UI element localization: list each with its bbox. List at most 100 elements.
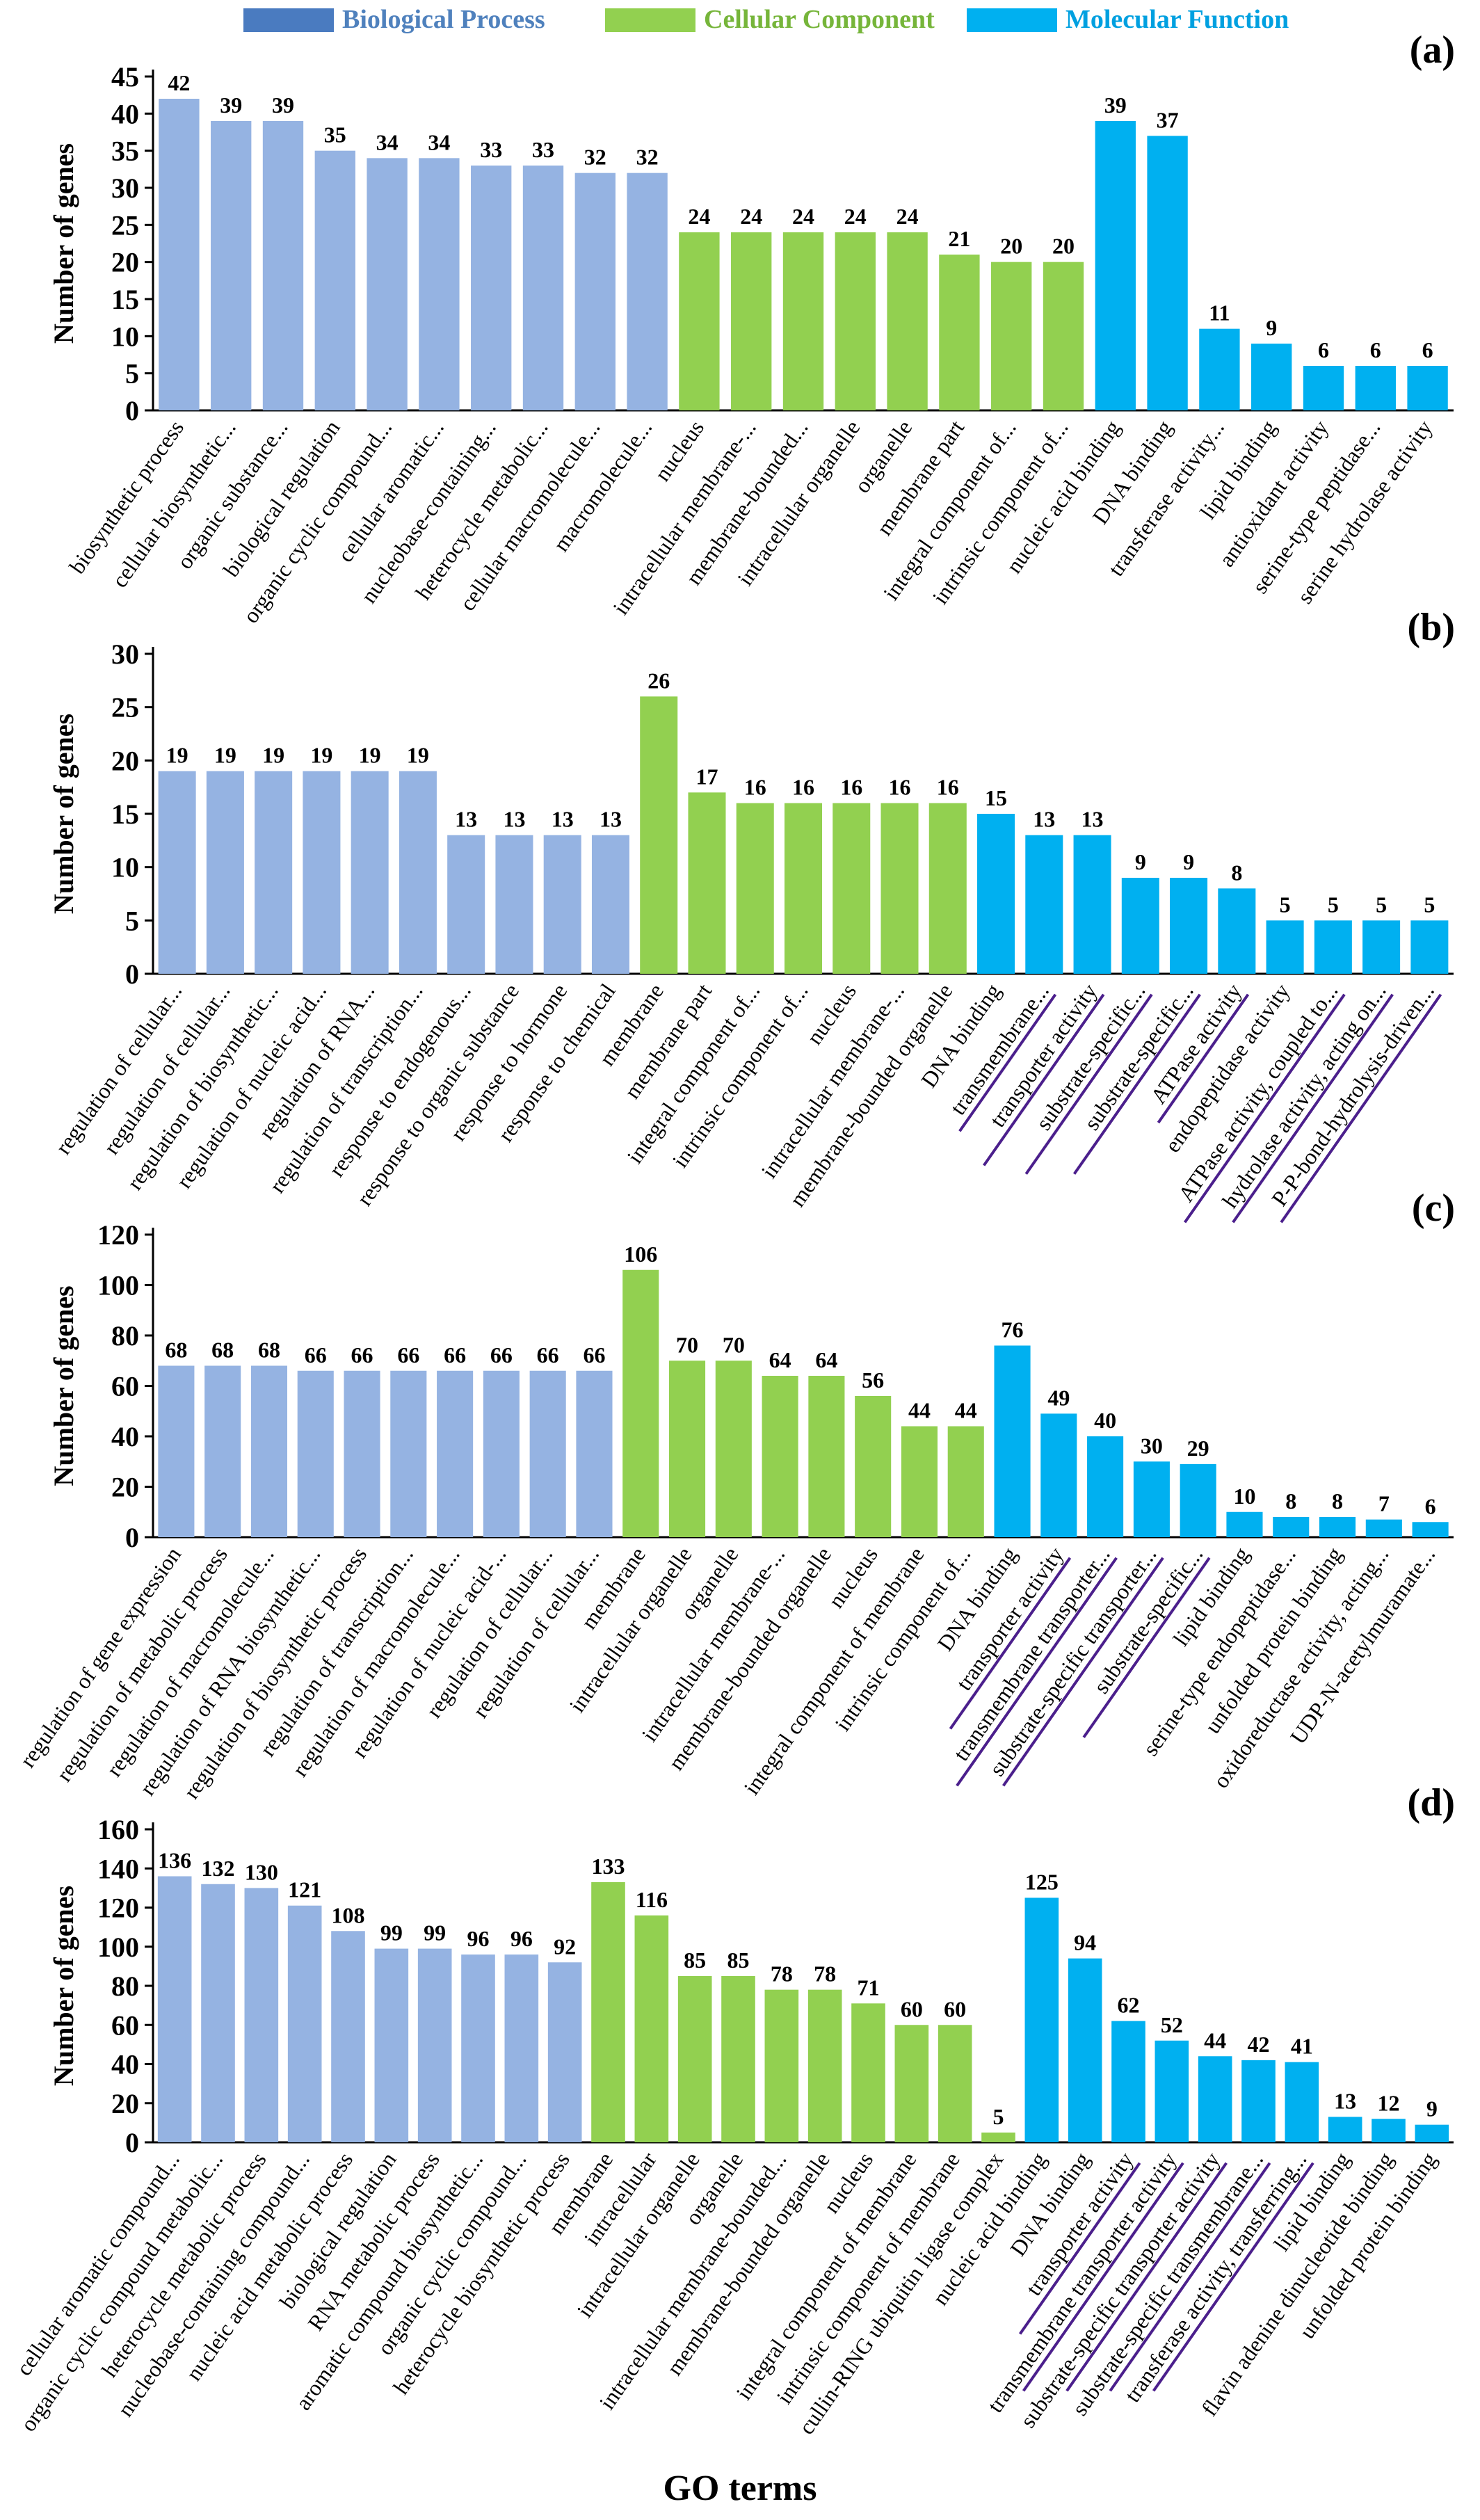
bar-value-label: 66 bbox=[305, 1342, 327, 1367]
y-tick-label: 15 bbox=[111, 798, 139, 830]
category-underline bbox=[1152, 2162, 1314, 2392]
panel-label: (b) bbox=[1408, 606, 1455, 649]
y-tick-label: 60 bbox=[111, 2009, 139, 2041]
bar-value-label: 92 bbox=[554, 1934, 576, 1959]
bar-value-label: 16 bbox=[792, 775, 814, 800]
bar bbox=[244, 1888, 279, 2142]
legend-label-bp: Biological Process bbox=[342, 5, 545, 34]
category-underline bbox=[1082, 1557, 1211, 1738]
bar bbox=[1273, 1517, 1310, 1537]
bar bbox=[287, 1905, 322, 2142]
y-tick-label: 30 bbox=[111, 172, 139, 204]
category-underline bbox=[1157, 993, 1250, 1124]
bar-value-label: 6 bbox=[1370, 337, 1381, 362]
bar-value-label: 96 bbox=[467, 1926, 490, 1951]
bar-value-label: 33 bbox=[532, 137, 554, 162]
bar bbox=[622, 1269, 659, 1537]
bar-value-label: 40 bbox=[1094, 1408, 1116, 1433]
bar-value-label: 60 bbox=[901, 1996, 923, 2021]
bar-value-label: 44 bbox=[908, 1398, 931, 1423]
bar bbox=[1043, 262, 1084, 410]
bar-value-label: 56 bbox=[862, 1367, 884, 1393]
bar bbox=[1133, 1461, 1170, 1537]
bar-value-label: 66 bbox=[397, 1342, 419, 1367]
bar-value-label: 68 bbox=[211, 1338, 234, 1363]
bar-value-label: 62 bbox=[1118, 1993, 1140, 2018]
bar bbox=[543, 835, 581, 974]
bar-value-label: 15 bbox=[985, 785, 1007, 810]
bar-value-label: 71 bbox=[858, 1975, 880, 2000]
bar-value-label: 19 bbox=[407, 743, 429, 768]
bar bbox=[303, 771, 341, 974]
y-tick-label: 35 bbox=[111, 136, 139, 167]
bar bbox=[461, 1955, 495, 2142]
bar-value-label: 13 bbox=[1334, 2088, 1356, 2113]
y-tick-label: 15 bbox=[111, 284, 139, 315]
category-underline bbox=[983, 993, 1105, 1166]
bar-value-label: 66 bbox=[490, 1342, 513, 1367]
bar-value-label: 9 bbox=[1426, 2096, 1438, 2121]
bar-value-label: 26 bbox=[648, 668, 670, 693]
category-underline bbox=[1022, 2162, 1184, 2392]
bar bbox=[574, 172, 616, 410]
bar-value-label: 19 bbox=[166, 743, 188, 768]
bar-value-label: 5 bbox=[1328, 892, 1339, 917]
y-tick-label: 45 bbox=[111, 61, 139, 93]
y-axis-title: Number of genes bbox=[48, 143, 79, 344]
bar-value-label: 8 bbox=[1332, 1488, 1343, 1514]
bar-value-label: 116 bbox=[636, 1887, 668, 1912]
bar bbox=[1073, 835, 1111, 974]
bar bbox=[784, 803, 823, 974]
bar-value-label: 39 bbox=[220, 93, 242, 118]
bar-value-label: 16 bbox=[937, 775, 959, 800]
bar bbox=[1415, 2124, 1449, 2142]
bar bbox=[688, 792, 726, 974]
y-tick-label: 10 bbox=[111, 852, 139, 883]
bar bbox=[159, 99, 200, 410]
bar bbox=[894, 2025, 929, 2142]
bar bbox=[529, 1370, 566, 1537]
bar bbox=[297, 1370, 334, 1537]
bar-value-label: 64 bbox=[815, 1347, 837, 1372]
bar bbox=[928, 803, 967, 974]
bar-value-label: 20 bbox=[1052, 234, 1075, 259]
bar bbox=[204, 1365, 241, 1537]
bar-value-label: 29 bbox=[1187, 1436, 1209, 1461]
bar bbox=[157, 1876, 192, 2142]
bar bbox=[471, 166, 512, 410]
bar bbox=[1147, 136, 1188, 411]
y-tick-label: 20 bbox=[111, 1472, 139, 1503]
bar-value-label: 66 bbox=[444, 1342, 466, 1367]
bar-value-label: 13 bbox=[1033, 807, 1055, 832]
y-tick-label: 100 bbox=[97, 1270, 139, 1301]
bar bbox=[782, 232, 824, 410]
bar-value-label: 9 bbox=[1266, 315, 1277, 340]
category-underline bbox=[956, 1557, 1118, 1787]
bar bbox=[504, 1955, 539, 2142]
y-tick-label: 5 bbox=[125, 358, 139, 390]
bar-value-label: 60 bbox=[944, 1996, 966, 2021]
bar bbox=[417, 1948, 452, 2142]
bar-value-label: 12 bbox=[1378, 2090, 1400, 2115]
bar-value-label: 99 bbox=[424, 1920, 446, 1945]
bar-value-label: 5 bbox=[1424, 892, 1435, 917]
bar-value-label: 13 bbox=[552, 807, 574, 832]
y-tick-label: 40 bbox=[111, 98, 139, 129]
bar-value-label: 9 bbox=[1183, 849, 1194, 874]
legend-swatch-bp bbox=[243, 8, 334, 32]
bar-value-label: 106 bbox=[624, 1242, 657, 1267]
y-tick-label: 0 bbox=[125, 2127, 139, 2158]
bar-value-label: 8 bbox=[1285, 1488, 1296, 1514]
bar-value-label: 21 bbox=[948, 226, 970, 251]
y-tick-label: 20 bbox=[111, 745, 139, 776]
bar-value-label: 39 bbox=[272, 93, 294, 118]
bar-value-label: 121 bbox=[288, 1877, 321, 1902]
bar-value-label: 16 bbox=[744, 775, 766, 800]
bar bbox=[855, 1396, 892, 1537]
bar bbox=[1328, 2117, 1362, 2142]
y-tick-label: 60 bbox=[111, 1371, 139, 1402]
bar bbox=[522, 166, 564, 410]
y-tick-label: 20 bbox=[111, 247, 139, 278]
bar-value-label: 66 bbox=[583, 1342, 605, 1367]
